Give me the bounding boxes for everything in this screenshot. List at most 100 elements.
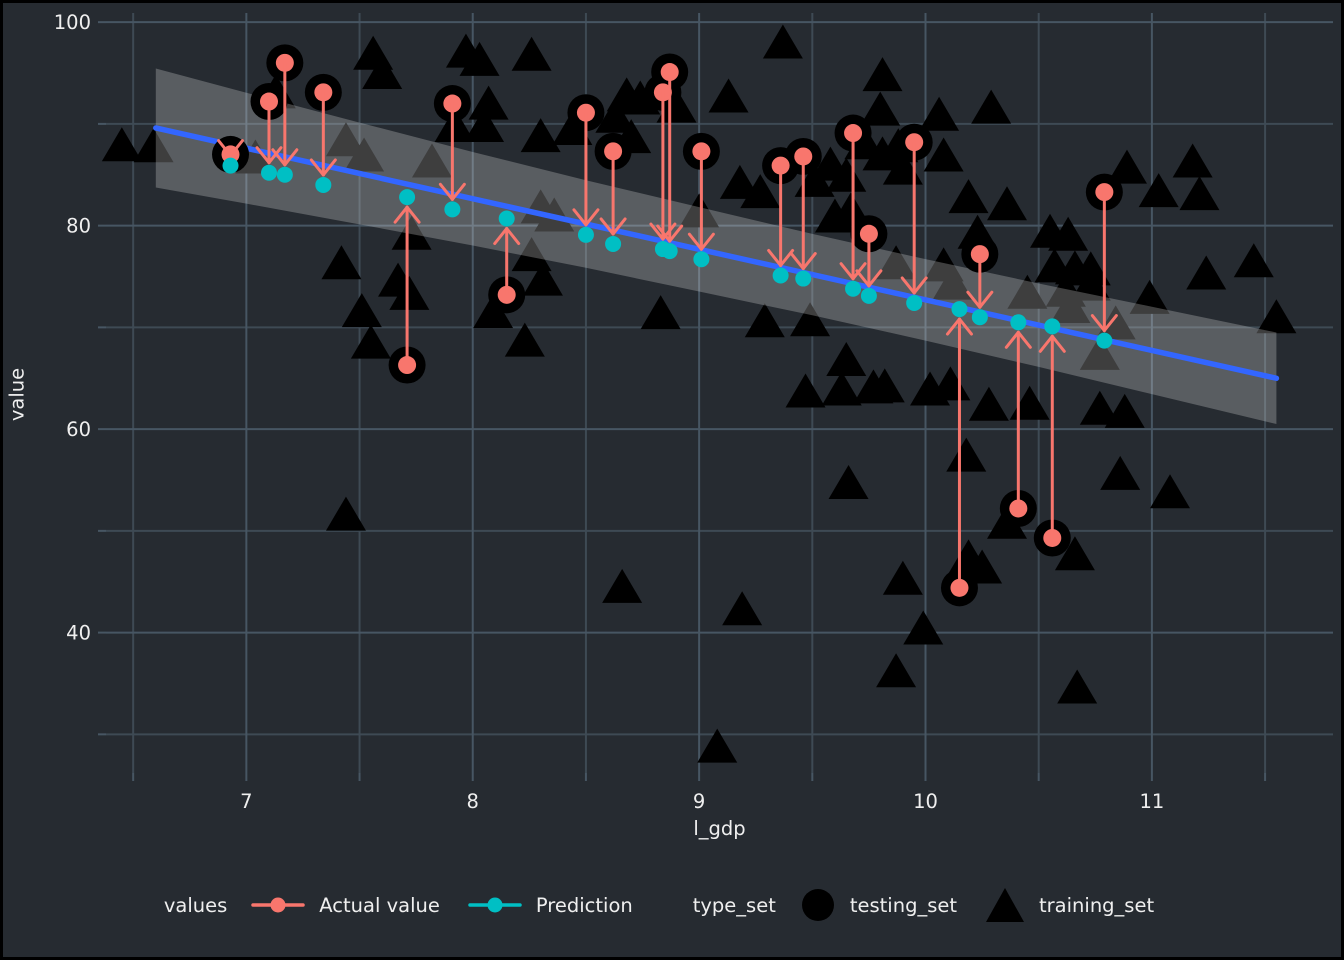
training-point xyxy=(1007,274,1048,309)
training-point xyxy=(1172,143,1213,178)
prediction-key-icon xyxy=(468,897,522,913)
training-point xyxy=(971,89,1012,124)
prediction-point xyxy=(276,166,293,183)
training-point xyxy=(903,610,944,645)
error-arrow-head xyxy=(1016,330,1032,349)
training-point xyxy=(1186,255,1227,290)
training-point xyxy=(133,128,174,163)
legend-label-testing-set: testing_set xyxy=(849,893,958,917)
error-arrow-head xyxy=(1038,334,1054,353)
training-point xyxy=(862,57,903,92)
training-point xyxy=(325,122,366,157)
training-point xyxy=(828,465,869,500)
training-point xyxy=(1104,393,1145,428)
training-point xyxy=(1048,216,1089,251)
prediction-point xyxy=(498,210,515,227)
error-arrow-head xyxy=(572,208,588,227)
y-axis-title: value xyxy=(5,367,29,422)
error-arrow-head xyxy=(438,182,454,201)
error-arrow-head xyxy=(767,248,783,267)
training-point xyxy=(101,127,142,162)
training-point xyxy=(1138,173,1179,208)
error-arrow-head xyxy=(283,148,299,167)
error-arrow-head xyxy=(966,290,982,309)
error-arrow-head xyxy=(321,158,337,177)
training-point xyxy=(719,164,760,199)
testing-set-key-icon xyxy=(801,889,834,921)
training-point xyxy=(919,96,960,131)
training-point xyxy=(864,368,905,403)
error-arrow-head xyxy=(839,262,855,281)
error-arrow-head xyxy=(912,276,928,295)
training-point xyxy=(1256,299,1297,334)
training-point xyxy=(656,88,697,123)
prediction-point xyxy=(577,226,594,243)
training-point xyxy=(826,157,867,192)
error-arrow-head xyxy=(229,139,245,158)
x-tick-label: 11 xyxy=(1139,790,1164,813)
prediction-point xyxy=(222,157,239,174)
training-set-key-icon xyxy=(986,888,1025,922)
prediction-point xyxy=(1096,332,1113,349)
training-point xyxy=(679,193,720,228)
training-point xyxy=(464,107,505,142)
error-arrow-head xyxy=(405,205,421,224)
x-axis-title: l_gdp xyxy=(693,817,746,840)
prediction-point xyxy=(260,164,277,181)
training-point xyxy=(1100,455,1141,490)
training-point xyxy=(468,85,509,120)
training-point xyxy=(1150,474,1191,509)
training-point xyxy=(740,174,781,209)
training-point xyxy=(504,322,545,357)
training-point xyxy=(932,265,973,300)
y-tick-label: 100 xyxy=(54,11,91,34)
prediction-point xyxy=(661,243,678,260)
prediction-point xyxy=(444,201,461,218)
error-arrow-head xyxy=(789,252,805,271)
prediction-point xyxy=(399,189,416,206)
legend-type-set-title: type_set xyxy=(692,893,776,917)
training-point xyxy=(762,24,803,59)
prediction-point xyxy=(772,267,789,284)
error-arrow-head xyxy=(255,146,271,165)
prediction-point xyxy=(1010,314,1027,331)
x-tick-label: 9 xyxy=(693,790,705,813)
training-point xyxy=(620,80,661,115)
legend-values-title: values xyxy=(163,893,228,917)
training-point xyxy=(511,36,552,71)
error-arrows xyxy=(217,61,1118,590)
training-point xyxy=(350,324,391,359)
training-point xyxy=(520,118,561,153)
training-point xyxy=(860,91,901,126)
training-point xyxy=(785,373,826,408)
prediction-point xyxy=(605,235,622,252)
training-point xyxy=(790,302,831,337)
training-point xyxy=(1050,289,1091,324)
error-arrow-head xyxy=(1004,330,1020,349)
error-arrow-head xyxy=(801,252,817,271)
training-point xyxy=(602,568,643,603)
training-point xyxy=(697,728,738,763)
training-point xyxy=(708,78,749,113)
training-point xyxy=(595,98,636,133)
tick-labels: 7 8 9 10 11 40 60 80 100 xyxy=(54,11,1165,813)
error-arrow-head xyxy=(699,232,715,251)
prediction-point xyxy=(906,294,923,311)
error-arrow-head xyxy=(1050,334,1066,353)
error-arrow-head xyxy=(611,217,627,236)
error-arrow-head xyxy=(309,158,325,177)
error-arrow-head xyxy=(656,224,672,243)
training-point xyxy=(391,215,432,250)
prediction-point xyxy=(315,176,332,193)
y-tick-label: 40 xyxy=(66,622,91,645)
training-point xyxy=(876,245,917,280)
x-tick-label: 7 xyxy=(240,790,252,813)
training-point xyxy=(640,295,681,330)
error-arrow-head xyxy=(267,146,283,165)
legend-label-training-set: training_set xyxy=(1039,893,1155,917)
error-arrow-head xyxy=(217,139,233,158)
error-arrow-head xyxy=(978,290,994,309)
error-arrow-head xyxy=(957,317,973,336)
training-point xyxy=(1079,335,1120,370)
error-arrow-head xyxy=(450,182,466,201)
